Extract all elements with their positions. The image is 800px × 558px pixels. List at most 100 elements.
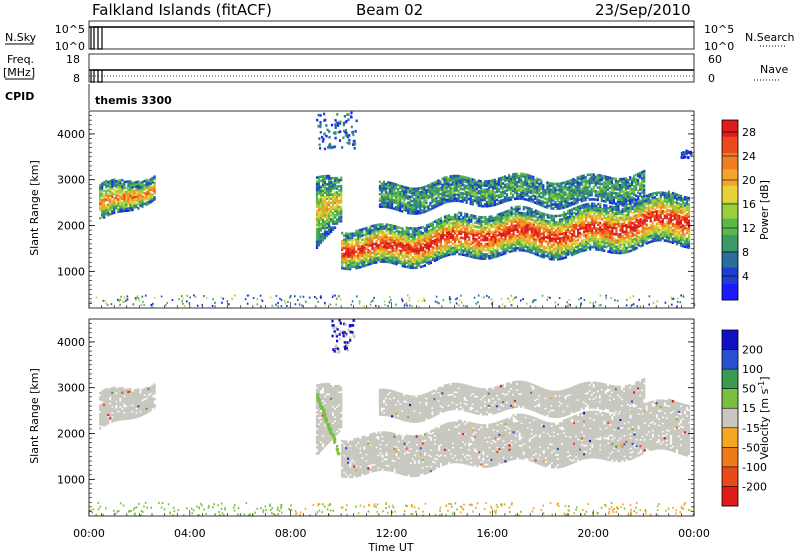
power-cell bbox=[474, 244, 476, 247]
power-cell bbox=[383, 232, 385, 235]
power-cell bbox=[583, 220, 585, 223]
power-cell bbox=[474, 225, 476, 228]
power-cell bbox=[484, 249, 486, 252]
power-cell bbox=[531, 208, 533, 211]
power-cell bbox=[399, 191, 401, 194]
power-cell bbox=[450, 183, 452, 186]
power-cell bbox=[579, 205, 581, 208]
power-cell bbox=[375, 224, 377, 227]
power-cell bbox=[587, 246, 589, 249]
power-cell bbox=[486, 230, 488, 233]
power-cell bbox=[496, 238, 498, 241]
power-cell bbox=[511, 233, 513, 236]
power-cell bbox=[398, 253, 400, 256]
power-cell bbox=[330, 202, 332, 205]
power-cell bbox=[634, 215, 636, 218]
power-cell bbox=[672, 229, 674, 232]
power-cell bbox=[531, 241, 533, 244]
power-cell bbox=[524, 188, 526, 191]
power-cell bbox=[464, 254, 466, 257]
power-cell bbox=[504, 196, 506, 199]
power-cell bbox=[684, 202, 686, 205]
power-cell bbox=[349, 233, 351, 236]
power-cell bbox=[555, 229, 557, 232]
power-cell bbox=[506, 183, 508, 186]
power-cell bbox=[438, 245, 440, 248]
power-cell bbox=[563, 244, 565, 247]
power-cell bbox=[470, 251, 472, 254]
power-cell bbox=[674, 224, 676, 227]
power-cell bbox=[371, 256, 373, 259]
power-cell bbox=[466, 177, 468, 180]
power-cell bbox=[316, 228, 318, 231]
power-cell bbox=[330, 198, 332, 201]
power-cell bbox=[638, 219, 640, 222]
power-cell bbox=[359, 266, 361, 269]
power-cell bbox=[462, 216, 464, 219]
power-cell bbox=[615, 227, 617, 230]
power-cell bbox=[482, 235, 484, 238]
power-cell bbox=[336, 191, 338, 194]
power-cell bbox=[621, 235, 623, 238]
power-cell bbox=[458, 230, 460, 233]
power-cell bbox=[654, 192, 656, 195]
power-cell bbox=[419, 187, 421, 190]
power-cell bbox=[537, 210, 539, 213]
power-cell bbox=[347, 259, 349, 262]
power-cell bbox=[123, 181, 125, 184]
power-cell bbox=[152, 185, 154, 188]
cpid-value: themis 3300 bbox=[95, 94, 172, 107]
power-cell bbox=[484, 233, 486, 236]
power-cell bbox=[470, 247, 472, 250]
power-cell bbox=[551, 237, 553, 240]
power-cell bbox=[577, 206, 579, 209]
power-cell bbox=[518, 175, 520, 178]
power-cell bbox=[500, 233, 502, 236]
power-cell bbox=[678, 215, 680, 218]
power-cell bbox=[340, 177, 342, 180]
power-cell bbox=[137, 180, 139, 183]
power-cell bbox=[394, 225, 396, 228]
power-cell bbox=[103, 193, 105, 196]
power-cell bbox=[478, 236, 480, 239]
power-cell bbox=[355, 230, 357, 233]
power-cell bbox=[490, 224, 492, 227]
power-cell bbox=[542, 201, 544, 204]
freq-label-line1: Freq. bbox=[7, 53, 34, 66]
power-cell bbox=[353, 232, 355, 235]
power-cell bbox=[585, 224, 587, 227]
power-cell bbox=[541, 212, 543, 215]
power-cell bbox=[636, 214, 638, 217]
power-cell bbox=[332, 181, 334, 184]
power-cell bbox=[107, 181, 109, 184]
power-cell bbox=[658, 191, 660, 194]
power-cell bbox=[496, 214, 498, 217]
power-cell bbox=[678, 231, 680, 234]
power-cell bbox=[575, 179, 577, 182]
power-cell bbox=[316, 209, 318, 212]
power-cell bbox=[450, 222, 452, 225]
power-cell bbox=[674, 193, 676, 196]
power-cell bbox=[666, 221, 668, 224]
power-cell bbox=[605, 205, 607, 208]
power-cell bbox=[603, 249, 605, 252]
power-cell bbox=[662, 210, 664, 213]
power-cell bbox=[573, 247, 575, 250]
power-cell bbox=[398, 230, 400, 233]
power-cell bbox=[541, 249, 543, 252]
power-cell bbox=[534, 195, 536, 198]
power-cell bbox=[571, 202, 573, 205]
power-cell bbox=[444, 253, 446, 256]
power-cell bbox=[476, 181, 478, 184]
power-cell bbox=[482, 182, 484, 185]
power-cell bbox=[563, 257, 565, 260]
power-cell bbox=[411, 204, 413, 207]
power-cell bbox=[623, 214, 625, 217]
power-cell bbox=[440, 217, 442, 220]
power-cell bbox=[434, 227, 436, 230]
power-cell bbox=[390, 236, 392, 239]
power-cell bbox=[573, 207, 575, 210]
power-cell bbox=[144, 192, 146, 195]
power-cell bbox=[330, 206, 332, 209]
power-cell bbox=[407, 201, 409, 204]
